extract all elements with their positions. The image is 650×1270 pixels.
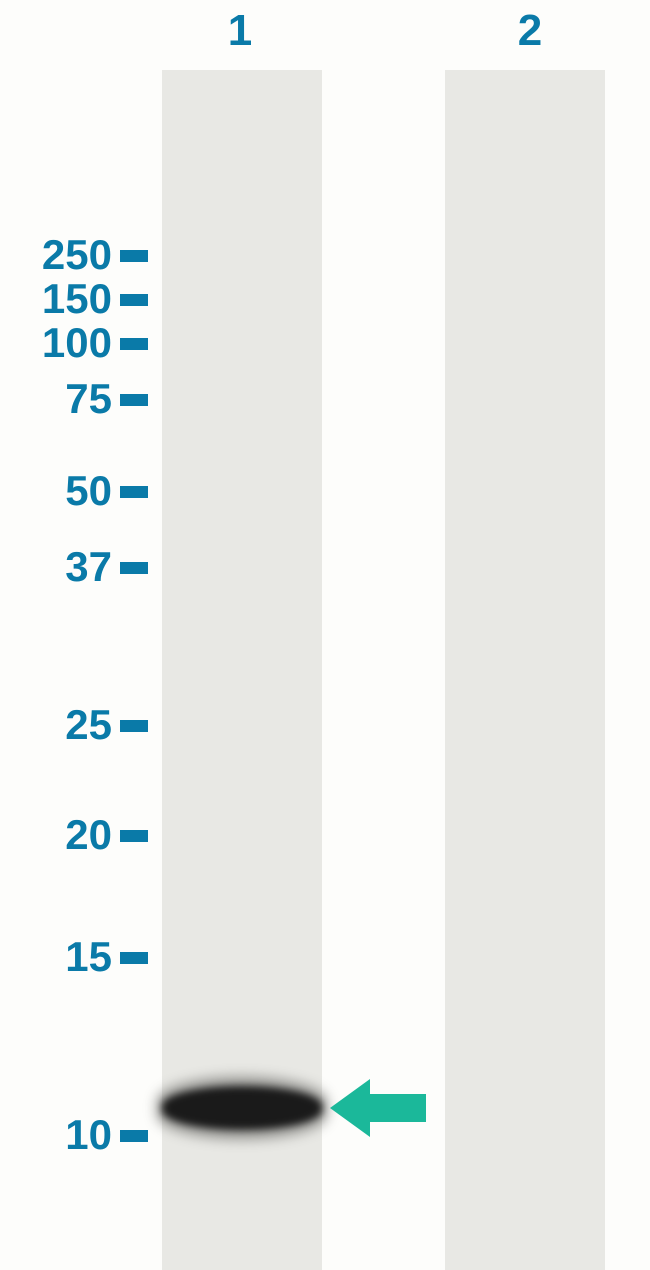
lane-2 bbox=[445, 70, 605, 1270]
marker-tick bbox=[120, 338, 148, 350]
marker-label: 15 bbox=[0, 933, 112, 981]
lane-label-2-text: 2 bbox=[518, 6, 542, 55]
marker-label: 25 bbox=[0, 701, 112, 749]
marker-label: 37 bbox=[0, 543, 112, 591]
marker-tick bbox=[120, 562, 148, 574]
marker-tick bbox=[120, 486, 148, 498]
marker-label: 75 bbox=[0, 375, 112, 423]
marker-tick bbox=[120, 294, 148, 306]
lane-label-2: 2 bbox=[500, 6, 560, 56]
lane-label-1: 1 bbox=[210, 6, 270, 56]
marker-tick bbox=[120, 1130, 148, 1142]
marker-label: 10 bbox=[0, 1111, 112, 1159]
marker-label: 150 bbox=[0, 275, 112, 323]
marker-tick bbox=[120, 952, 148, 964]
band-core bbox=[162, 1086, 322, 1130]
marker-tick bbox=[120, 250, 148, 262]
lane-label-1-text: 1 bbox=[228, 6, 252, 55]
arrow-indicator bbox=[330, 1079, 426, 1137]
marker-label: 20 bbox=[0, 811, 112, 859]
marker-label: 100 bbox=[0, 319, 112, 367]
arrow-icon bbox=[330, 1079, 426, 1137]
marker-label: 250 bbox=[0, 231, 112, 279]
marker-label: 50 bbox=[0, 467, 112, 515]
marker-tick bbox=[120, 394, 148, 406]
marker-tick bbox=[120, 830, 148, 842]
marker-tick bbox=[120, 720, 148, 732]
